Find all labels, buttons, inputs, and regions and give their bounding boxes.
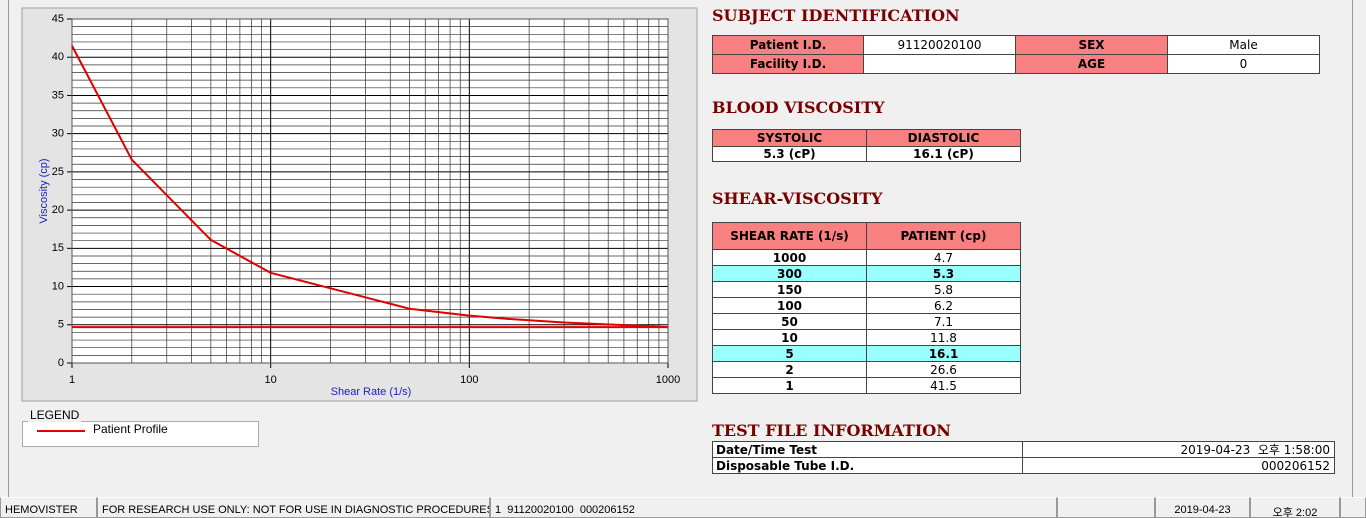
- legend-title: LEGEND: [28, 408, 82, 422]
- table-cell: 1: [712, 377, 867, 394]
- table-cell: 11.8: [866, 329, 1021, 346]
- y-tick-label: 30: [52, 128, 64, 140]
- y-tick-label: 25: [52, 166, 64, 178]
- table-cell: 1000: [712, 249, 867, 266]
- table-cell: 4.7: [866, 249, 1021, 266]
- table-cell: 7.1: [866, 313, 1021, 330]
- y-tick-label: 40: [52, 51, 64, 63]
- x-tick-label: 100: [460, 374, 478, 386]
- table-cell: 2: [712, 361, 867, 378]
- field-value: 000206152: [1022, 457, 1335, 474]
- table-cell: 300: [712, 265, 867, 282]
- column-header: DIASTOLIC: [866, 129, 1021, 147]
- table-cell: 5: [712, 345, 867, 362]
- field-label: SEX: [1015, 35, 1168, 55]
- field-label: Patient I.D.: [712, 35, 864, 55]
- table-cell: 150: [712, 281, 867, 298]
- section-title: TEST FILE INFORMATION: [712, 421, 951, 440]
- table-cell: 10: [712, 329, 867, 346]
- field-label: Date/Time Test: [712, 441, 1023, 458]
- y-tick-label: 0: [58, 357, 64, 369]
- status-cell: [1057, 497, 1155, 518]
- x-tick-label: 10: [265, 374, 277, 386]
- section-title: BLOOD VISCOSITY: [712, 98, 885, 117]
- column-header: SHEAR RATE (1/s): [712, 222, 867, 250]
- field-label: AGE: [1015, 54, 1168, 74]
- y-tick-label: 10: [52, 280, 64, 292]
- chart: Shear Rate (1/s) Viscosity (cp) 0 5 10 15 20…: [21, 7, 698, 402]
- status-cell: 2019-04-23: [1155, 497, 1250, 518]
- x-tick-label: 1000: [656, 374, 680, 386]
- field-value: 0: [1167, 54, 1320, 74]
- y-tick-label: 15: [52, 242, 64, 254]
- table-cell: 5.3: [866, 265, 1021, 282]
- table-cell: 26.6: [866, 361, 1021, 378]
- table-cell: 16.1: [866, 345, 1021, 362]
- field-value: 91120020100: [863, 35, 1016, 55]
- column-header: SYSTOLIC: [712, 129, 867, 147]
- status-cell: FOR RESEARCH USE ONLY: NOT FOR USE IN DI…: [97, 497, 490, 518]
- value-cell: 16.1 (cP): [866, 146, 1021, 162]
- legend-swatch: [37, 430, 85, 432]
- plot-border: [71, 18, 669, 364]
- status-cell: 1 91120020100 000206152: [490, 497, 1057, 518]
- field-label: Disposable Tube I.D.: [712, 457, 1023, 474]
- frame-edge: [8, 0, 9, 497]
- field-value: [863, 54, 1016, 74]
- x-tick-label: 1: [69, 374, 75, 386]
- y-axis-label: Viscosity (cp): [38, 158, 50, 223]
- y-tick-label: 5: [58, 319, 64, 331]
- table-cell: 100: [712, 297, 867, 314]
- table-cell: 5.8: [866, 281, 1021, 298]
- section-title: SUBJECT IDENTIFICATION: [712, 6, 960, 25]
- plot-area: [72, 19, 668, 363]
- status-cell: [1340, 497, 1366, 518]
- legend: [22, 421, 259, 447]
- data-line: [71, 45, 669, 329]
- table-cell: 41.5: [866, 377, 1021, 394]
- y-tick-label: 20: [52, 204, 64, 216]
- table-cell: 6.2: [866, 297, 1021, 314]
- x-axis-label: Shear Rate (1/s): [331, 386, 412, 398]
- table-cell: 50: [712, 313, 867, 330]
- field-label: Facility I.D.: [712, 54, 864, 74]
- frame-edge: [1352, 0, 1353, 497]
- y-tick-label: 35: [52, 89, 64, 101]
- column-header: PATIENT (cp): [866, 222, 1021, 250]
- y-tick-label: 45: [52, 13, 64, 25]
- status-cell: HEMOVISTER: [0, 497, 97, 518]
- section-title: SHEAR-VISCOSITY: [712, 189, 883, 208]
- field-value: 2019-04-23 오후 1:58:00: [1022, 441, 1335, 458]
- field-value: Male: [1167, 35, 1320, 55]
- legend-label: Patient Profile: [93, 422, 168, 436]
- value-cell: 5.3 (cP): [712, 146, 867, 162]
- status-cell: 오후 2:02: [1250, 497, 1340, 518]
